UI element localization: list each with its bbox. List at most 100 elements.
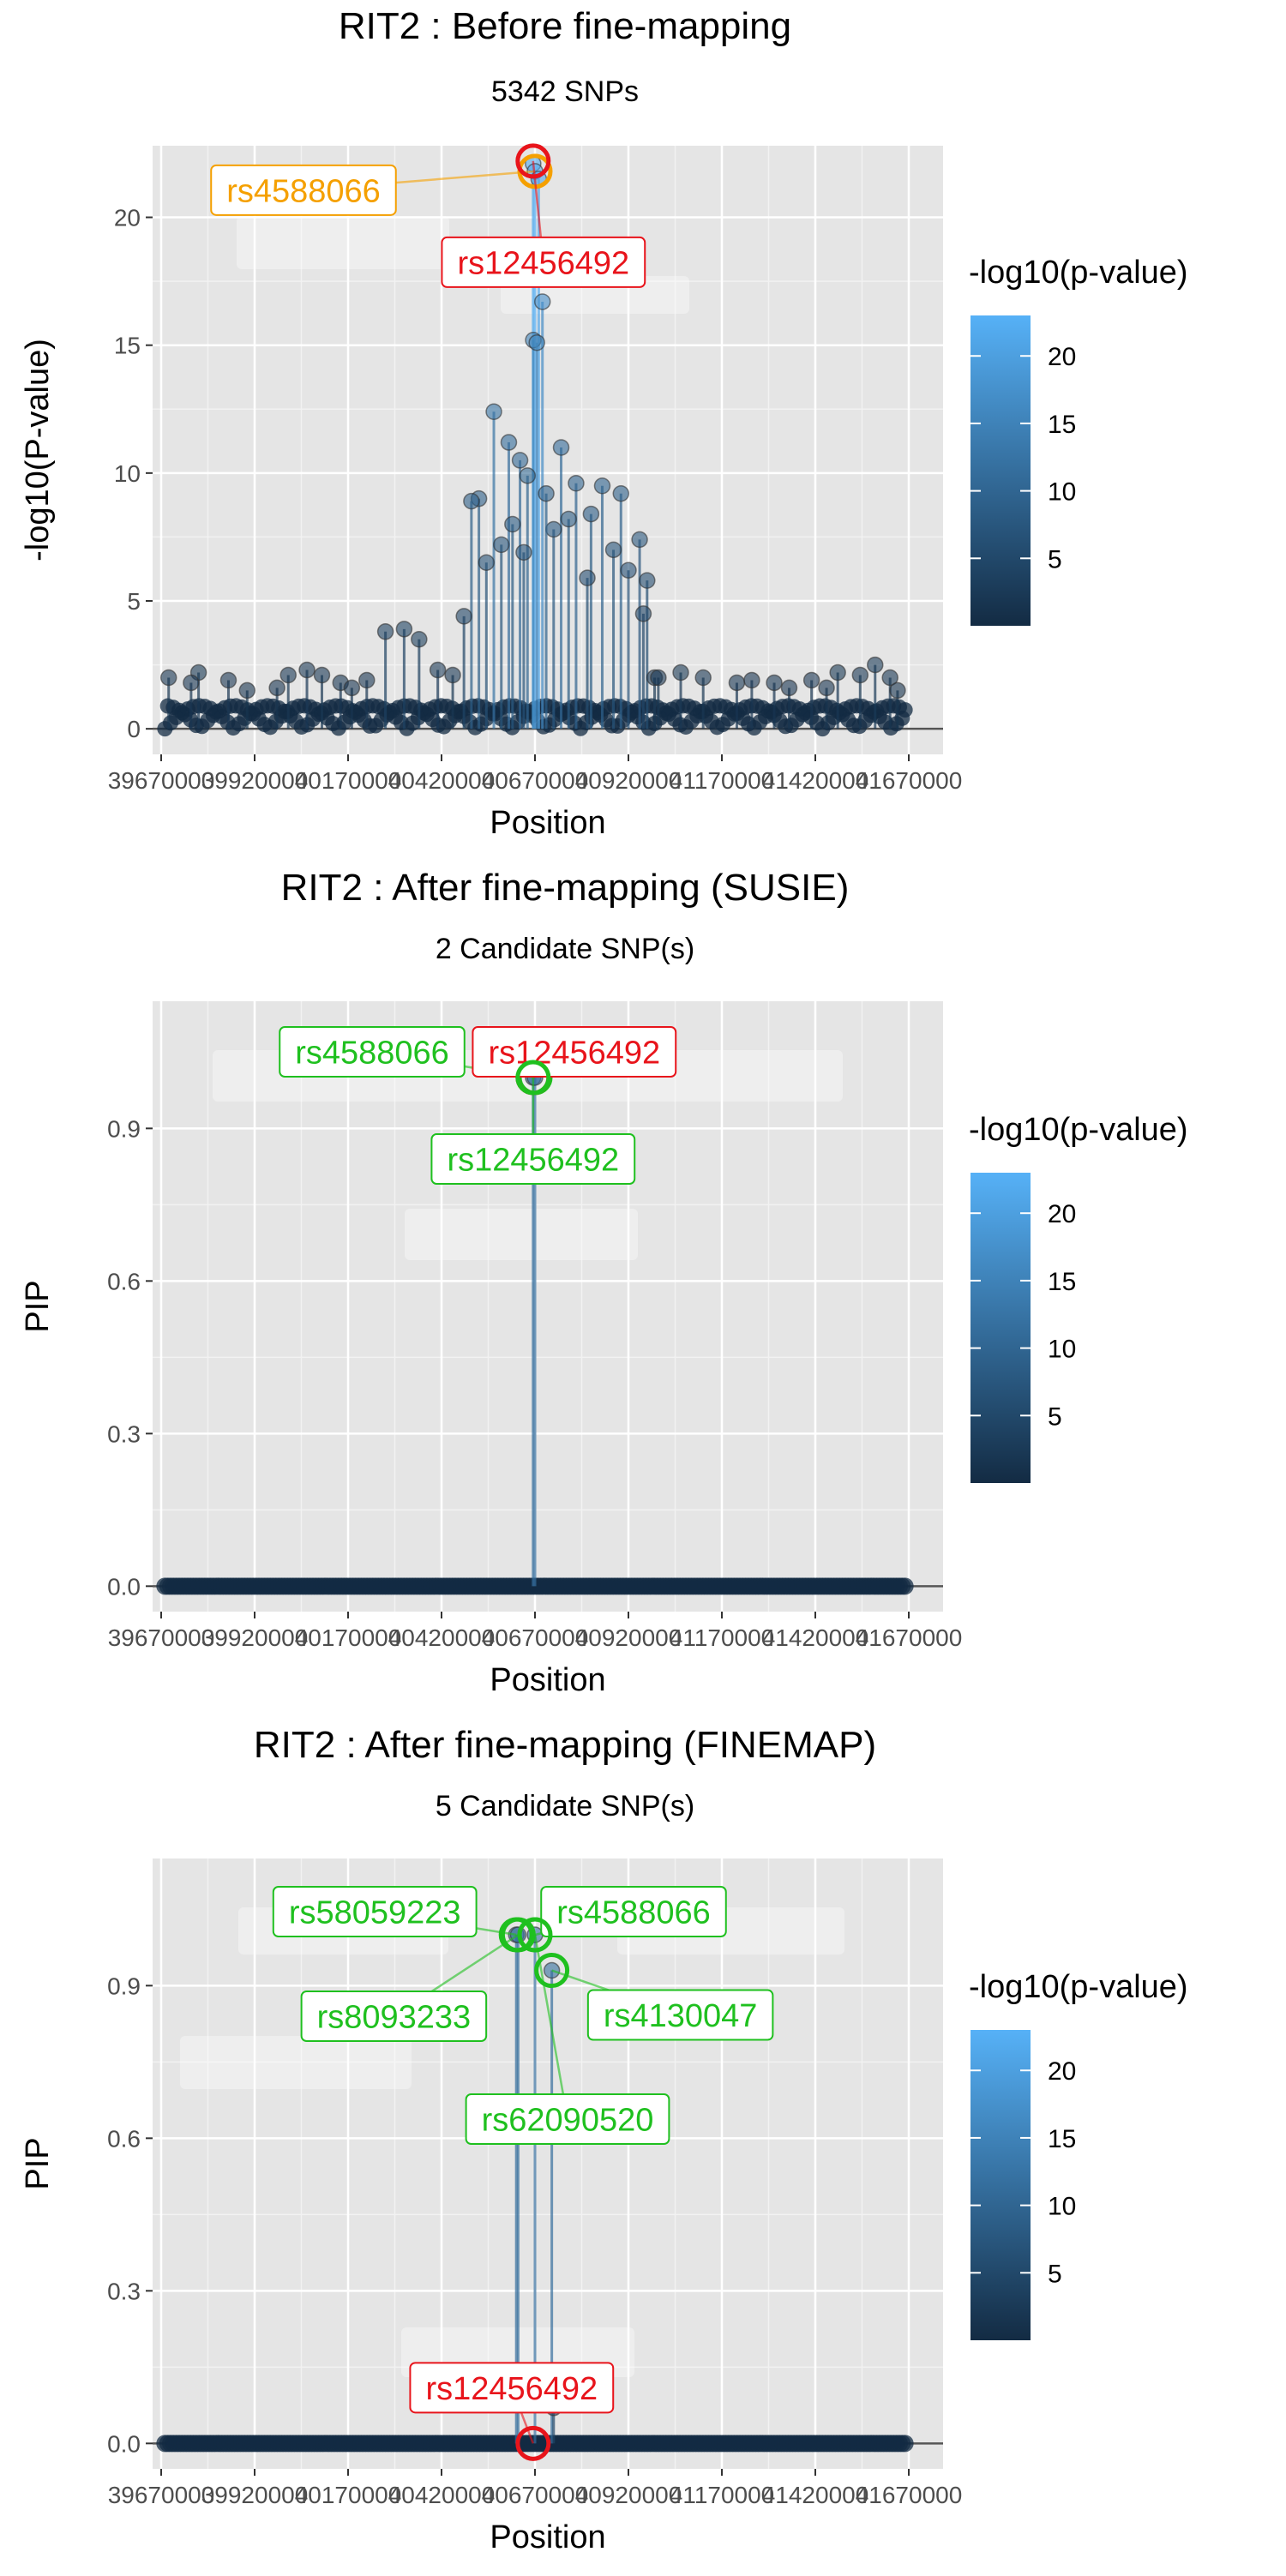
snp-point <box>538 484 555 502</box>
legend-tick-label: 15 <box>1048 2125 1076 2153</box>
snp-point <box>634 605 652 622</box>
snp-point <box>829 664 846 682</box>
label-shade <box>180 2036 412 2089</box>
legend-tick-label: 20 <box>1048 1200 1076 1228</box>
snp-label-box <box>586 1989 774 2041</box>
y-tick-label: 15 <box>114 333 141 359</box>
snp-point <box>604 541 622 559</box>
legend-tick-label: 5 <box>1048 545 1062 573</box>
snp-label: rs12456492 <box>457 246 629 282</box>
y-axis-label: -log10(P-value) <box>20 339 56 561</box>
snp-point <box>504 515 521 533</box>
x-tick-label: 40920000 <box>575 767 682 794</box>
snp-point <box>802 671 820 689</box>
snp-point <box>639 572 656 589</box>
snp-point <box>579 569 596 586</box>
x-tick-label: 40670000 <box>482 1624 589 1651</box>
legend-title: -log10(p-value) <box>969 1969 1188 2005</box>
chart-title: RIT2 : Before fine-mapping <box>339 5 791 47</box>
x-tick-label: 39920000 <box>201 767 309 794</box>
x-axis-label: Position <box>490 2519 605 2555</box>
snp-label-box <box>272 1886 478 1937</box>
snp-point <box>650 669 667 687</box>
snp-point <box>429 661 447 679</box>
label-connector <box>533 1934 569 2120</box>
snp-point <box>183 674 200 692</box>
snp-point <box>528 333 545 351</box>
snp-point <box>268 679 285 697</box>
snp-point <box>780 679 798 697</box>
legend-tick-label: 15 <box>1048 1268 1076 1296</box>
y-tick-label: 0.3 <box>107 2278 141 2304</box>
legend-tick-label: 15 <box>1048 411 1076 439</box>
x-tick-label: 41170000 <box>670 1624 775 1651</box>
snp-point <box>511 452 529 469</box>
snp-label-box <box>300 1991 488 2042</box>
x-tick-label: 41170000 <box>670 2482 775 2508</box>
x-tick-label: 39670000 <box>108 767 215 794</box>
x-tick-label: 40920000 <box>575 2482 682 2508</box>
snp-point <box>159 669 177 687</box>
y-tick-label: 0.0 <box>107 1573 141 1600</box>
y-tick-label: 0.6 <box>107 1268 141 1294</box>
snp-highlight-ring <box>500 1917 536 1953</box>
x-tick-label: 40170000 <box>295 1624 402 1651</box>
chart-subtitle: 5342 SNPs <box>491 75 639 108</box>
x-tick-label: 40420000 <box>388 1624 496 1651</box>
snp-point <box>766 674 783 692</box>
snp-point <box>395 621 413 638</box>
legend-tick-label: 5 <box>1048 2260 1062 2288</box>
snp-label-box <box>465 2093 670 2145</box>
x-tick-label: 41670000 <box>856 2482 963 2508</box>
snp-point <box>238 682 256 700</box>
snp-point <box>851 666 869 684</box>
snp-point <box>444 666 461 684</box>
snp-highlight-ring <box>515 1060 551 1096</box>
snp-point <box>515 543 532 561</box>
snp-label: rs12456492 <box>488 1036 660 1072</box>
snp-highlight-ring <box>517 1917 553 1953</box>
chart-2: RIT2 : After fine-mapping (SUSIE) 2 Candi… <box>20 867 1188 1698</box>
x-tick-label: 40170000 <box>295 767 402 794</box>
x-axis-label: Position <box>490 805 605 841</box>
legend-title: -log10(p-value) <box>969 1112 1188 1148</box>
snp-point <box>568 475 585 492</box>
snp-point <box>728 674 746 692</box>
snp-point <box>560 510 577 528</box>
snp-point <box>478 554 496 572</box>
baseline-points <box>156 2435 914 2453</box>
chart-title: RIT2 : After fine-mapping (SUSIE) <box>281 867 850 909</box>
snp-point <box>672 664 689 682</box>
snp-point <box>298 661 315 679</box>
snp-label: rs8093233 <box>317 2000 472 2036</box>
legend-tick-label: 10 <box>1048 1336 1076 1364</box>
chart-title: RIT2 : After fine-mapping (FINEMAP) <box>254 1724 876 1766</box>
snp-point <box>593 477 611 495</box>
legend-colorbar <box>971 1173 1031 1483</box>
snp-point <box>493 536 510 554</box>
y-tick-label: 0.3 <box>107 1420 141 1447</box>
x-tick-label: 41170000 <box>670 767 775 794</box>
x-tick-label: 41670000 <box>856 1624 963 1651</box>
snp-highlight-ring <box>515 143 551 179</box>
y-tick-label: 0.9 <box>107 1115 141 1142</box>
snp-highlight-ring <box>515 2425 551 2461</box>
x-tick-label: 40920000 <box>575 1624 682 1651</box>
legend-tick-label: 10 <box>1048 2193 1076 2221</box>
snp-point <box>545 520 562 538</box>
legend-title: -log10(p-value) <box>969 255 1188 291</box>
legend-tick-label: 20 <box>1048 343 1076 371</box>
x-tick-label: 41420000 <box>762 2482 869 2508</box>
snp-point <box>612 484 630 502</box>
snp-point <box>485 403 502 421</box>
y-tick-label: 0.9 <box>107 1973 141 1999</box>
snp-label: rs58059223 <box>289 1895 461 1931</box>
snp-label-box <box>210 164 397 216</box>
snp-label-box <box>430 1133 636 1185</box>
legend-colorbar <box>971 315 1031 626</box>
snp-point <box>867 656 884 674</box>
snp-point <box>500 434 518 451</box>
chart-subtitle: 5 Candidate SNP(s) <box>436 1790 694 1822</box>
y-tick-label: 0.0 <box>107 2430 141 2457</box>
